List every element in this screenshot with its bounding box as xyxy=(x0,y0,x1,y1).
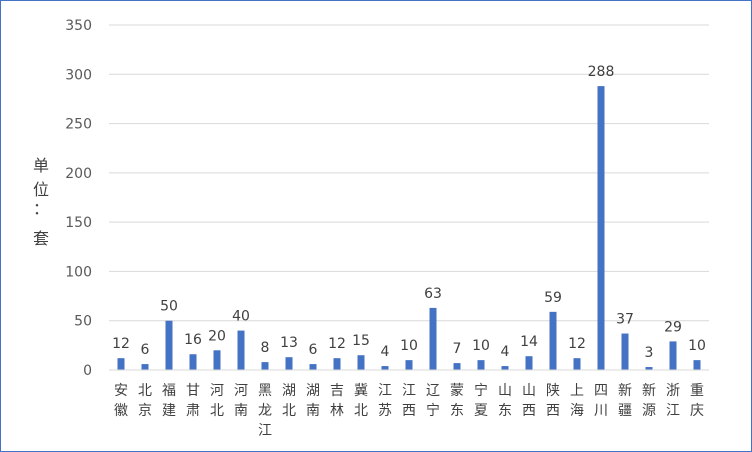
data-label: 7 xyxy=(453,341,462,357)
data-label: 12 xyxy=(568,336,586,352)
bar xyxy=(549,311,557,370)
x-category-label: 辽宁 xyxy=(426,383,440,419)
data-label: 10 xyxy=(688,338,706,354)
data-label: 13 xyxy=(280,335,298,351)
data-label: 4 xyxy=(501,344,510,360)
bar xyxy=(453,363,461,370)
bar xyxy=(381,366,389,370)
x-category-label: 江西 xyxy=(402,383,416,419)
data-label: 50 xyxy=(160,299,178,315)
x-category-label: 北京 xyxy=(138,383,152,419)
bar xyxy=(573,358,581,370)
bar xyxy=(621,333,629,370)
bar xyxy=(357,355,365,370)
x-category-label: 江苏 xyxy=(378,383,392,419)
bar xyxy=(117,358,125,370)
x-category-label: 湖南 xyxy=(306,383,320,419)
x-category-label: 福建 xyxy=(162,383,176,419)
y-tick-label: 300 xyxy=(65,67,92,83)
data-label: 3 xyxy=(645,345,654,361)
bar xyxy=(237,330,245,370)
data-label: 63 xyxy=(424,286,442,302)
x-category-label: 黑龙江 xyxy=(258,383,272,439)
bar xyxy=(645,367,653,370)
x-category-label: 山西 xyxy=(522,383,536,419)
gridlines xyxy=(109,24,709,322)
x-category-label: 湖北 xyxy=(282,383,296,419)
x-category-label: 新疆 xyxy=(618,383,632,419)
bar xyxy=(261,362,269,370)
x-category-label: 新源 xyxy=(642,383,656,419)
data-label: 29 xyxy=(664,319,682,335)
y-tick-label: 50 xyxy=(74,314,92,330)
data-label: 10 xyxy=(400,338,418,354)
x-category-label: 重庆 xyxy=(690,383,704,419)
x-category-label: 上海 xyxy=(570,383,584,419)
bar xyxy=(213,350,221,370)
y-tick-label: 350 xyxy=(65,18,92,34)
x-category-label: 吉林 xyxy=(330,383,344,419)
bar xyxy=(285,357,293,370)
x-category-label: 甘肃 xyxy=(186,383,200,419)
data-label: 12 xyxy=(112,336,130,352)
bar xyxy=(405,360,413,370)
data-label: 37 xyxy=(616,312,634,328)
x-category-label: 山东 xyxy=(498,383,512,419)
bar xyxy=(597,86,605,370)
bar xyxy=(333,358,341,370)
y-tick-label: 0 xyxy=(83,363,92,379)
data-label: 6 xyxy=(309,342,318,358)
x-category-label: 冀北 xyxy=(354,383,368,419)
bar xyxy=(429,307,437,370)
bar xyxy=(141,364,149,370)
data-label: 14 xyxy=(520,334,538,350)
bar xyxy=(669,341,677,370)
y-axis-ticks: 0 50 100 150 200 250 300 350 xyxy=(65,18,92,379)
bar xyxy=(501,366,509,370)
data-label: 16 xyxy=(184,332,202,348)
bar xyxy=(525,356,533,370)
y-tick-label: 100 xyxy=(65,264,92,280)
bar xyxy=(309,364,317,370)
y-axis-label: 单位：套 xyxy=(33,156,49,248)
data-label: 10 xyxy=(472,338,490,354)
data-label: 288 xyxy=(588,64,615,80)
x-category-label: 蒙东 xyxy=(450,383,464,419)
bar xyxy=(189,354,197,370)
data-label: 6 xyxy=(141,342,150,358)
data-label: 20 xyxy=(208,328,226,344)
data-label: 40 xyxy=(232,309,250,325)
y-tick-label: 150 xyxy=(65,215,92,231)
data-labels: 12 6 50 16 20 40 8 13 6 12 15 4 10 63 7 10 4 14 59 12 288 37 3… xyxy=(112,64,706,361)
x-category-label: 安徽 xyxy=(114,383,128,419)
y-tick-label: 200 xyxy=(65,166,92,182)
bar xyxy=(165,320,173,370)
x-category-label: 河北 xyxy=(210,383,224,419)
data-label: 8 xyxy=(261,340,270,356)
y-tick-label: 250 xyxy=(65,117,92,133)
x-category-label: 四川 xyxy=(594,383,608,419)
x-category-label: 宁夏 xyxy=(474,382,488,419)
bars xyxy=(117,86,701,370)
data-label: 59 xyxy=(544,290,562,306)
bar xyxy=(477,360,485,370)
x-category-label: 浙江 xyxy=(666,383,680,419)
x-axis-categories: 安徽北京福建甘肃河北河南黑龙江湖北湖南吉林冀北江苏江西辽宁蒙东宁夏山东山西陕西上… xyxy=(114,382,704,439)
bar xyxy=(693,360,701,370)
data-label: 15 xyxy=(352,333,370,349)
data-label: 12 xyxy=(328,336,346,352)
data-label: 4 xyxy=(381,344,390,360)
x-category-label: 河南 xyxy=(234,383,248,419)
x-category-label: 陕西 xyxy=(546,383,560,419)
